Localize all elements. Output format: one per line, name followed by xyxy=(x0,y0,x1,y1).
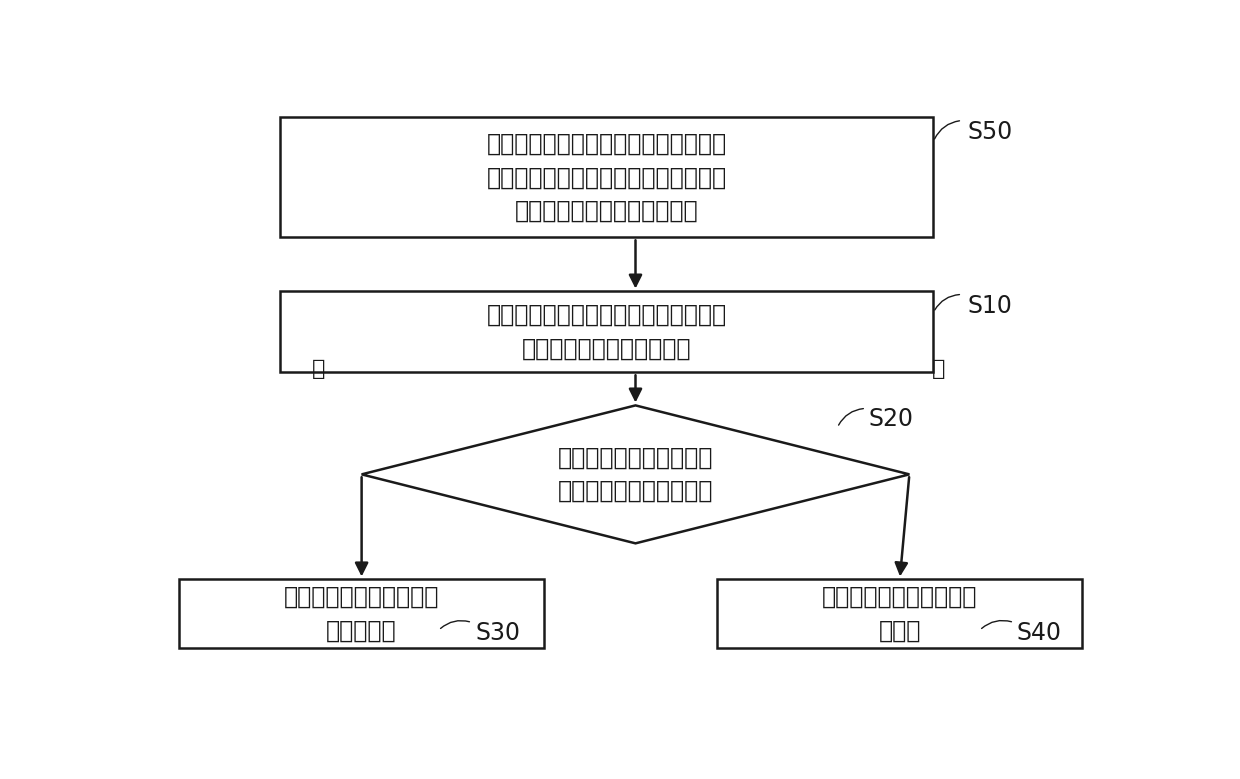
Text: S50: S50 xyxy=(967,121,1012,144)
Text: 在所述移动终端与所述音频播放设备成
功配对后，存储配对后的所述移动终端
的地址信息至预设的数据库中: 在所述移动终端与所述音频播放设备成 功配对后，存储配对后的所述移动终端 的地址信… xyxy=(486,132,727,223)
Text: 查询当前与音频播放设备位于同一无线
网络中移动终端的地址信息: 查询当前与音频播放设备位于同一无线 网络中移动终端的地址信息 xyxy=(486,303,727,361)
Text: S20: S20 xyxy=(868,407,913,431)
Text: 控制所述音频播放设备启
动开机程序: 控制所述音频播放设备启 动开机程序 xyxy=(284,585,439,643)
FancyBboxPatch shape xyxy=(280,118,934,238)
Polygon shape xyxy=(362,405,909,544)
FancyBboxPatch shape xyxy=(280,291,934,372)
Text: S30: S30 xyxy=(475,622,520,645)
Text: 是: 是 xyxy=(311,359,325,379)
Text: S10: S10 xyxy=(967,294,1012,319)
Text: S40: S40 xyxy=(1016,622,1061,645)
Text: 控制音频播放设备维持当
前状态: 控制音频播放设备维持当 前状态 xyxy=(822,585,977,643)
FancyBboxPatch shape xyxy=(179,580,544,648)
FancyBboxPatch shape xyxy=(717,580,1083,648)
Text: 预设的数据库中是否存储
有查询到的所述地址信息: 预设的数据库中是否存储 有查询到的所述地址信息 xyxy=(558,446,713,503)
Text: 否: 否 xyxy=(931,359,945,379)
